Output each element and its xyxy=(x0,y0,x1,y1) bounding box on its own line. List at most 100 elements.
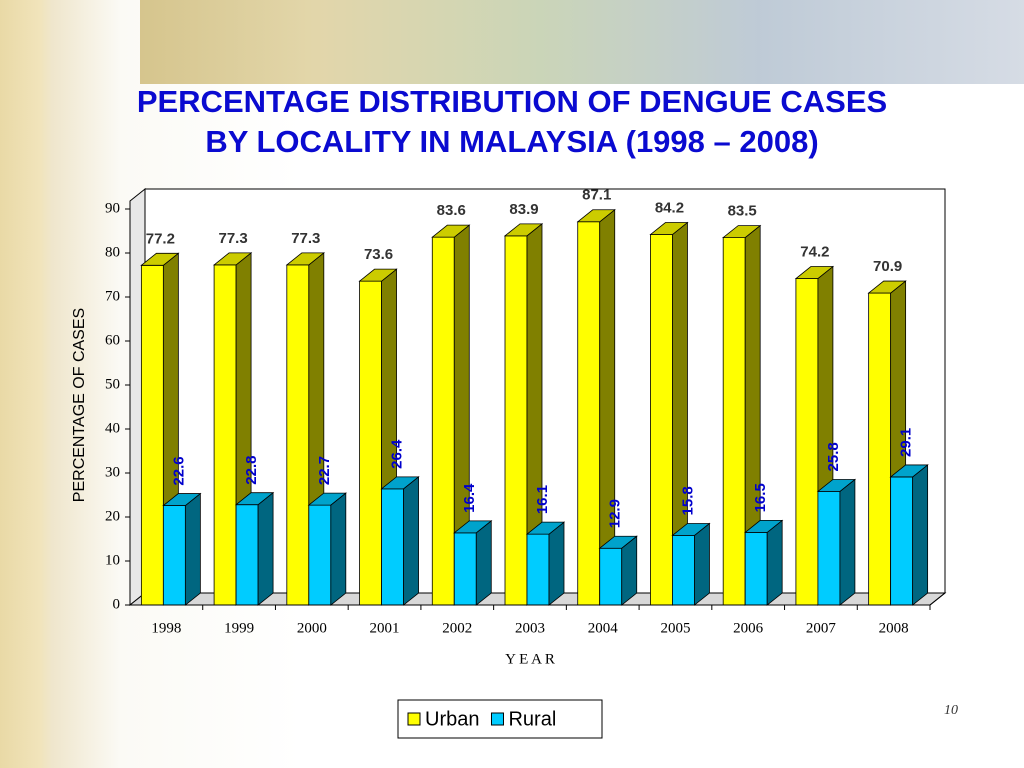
data-label: 83.5 xyxy=(728,203,757,220)
data-label: 83.9 xyxy=(509,201,538,218)
data-label: 15.8 xyxy=(679,486,696,515)
data-label: 70.9 xyxy=(873,258,902,275)
bar-front xyxy=(235,504,259,606)
data-label: 22.7 xyxy=(316,456,333,485)
data-label: 25.8 xyxy=(825,442,842,471)
bar-side xyxy=(548,521,565,606)
x-tick-label: 2006 xyxy=(733,620,764,636)
bar-front xyxy=(431,236,455,606)
x-tick-label: 2000 xyxy=(297,620,327,636)
data-label: 26.4 xyxy=(389,439,406,469)
data-label: 16.4 xyxy=(461,483,478,513)
x-tick-label: 2004 xyxy=(588,620,619,636)
data-label: 84.2 xyxy=(655,199,684,216)
legend-swatch xyxy=(490,712,504,726)
legend-label: Urban xyxy=(425,708,479,730)
bar-top xyxy=(212,252,253,266)
y-tick-label: 50 xyxy=(105,376,120,392)
x-tick-label: 2007 xyxy=(806,620,837,636)
bar-side xyxy=(184,492,201,606)
bar-top xyxy=(503,223,544,237)
x-tick-label: 2003 xyxy=(515,620,545,636)
bar-front xyxy=(650,234,673,606)
bar-front xyxy=(453,532,477,606)
y-tick-label: 80 xyxy=(105,244,120,260)
y-axis-label: PERCENTAGE OF CASES xyxy=(71,308,88,502)
y-tick-label: 20 xyxy=(105,508,120,524)
legend-label: Rural xyxy=(508,708,556,730)
bar-top xyxy=(649,222,689,235)
bar-top xyxy=(140,252,180,266)
bar-top xyxy=(162,493,202,506)
bar-top xyxy=(722,225,762,239)
bar-front xyxy=(599,547,623,606)
data-label: 77.2 xyxy=(146,230,175,247)
title-line: BY LOCALITY IN MALAYSIA (1998 – 2008) xyxy=(205,124,819,159)
bar-front xyxy=(817,491,841,606)
y-tick-label: 30 xyxy=(105,464,120,480)
bar xyxy=(162,492,202,606)
bar xyxy=(598,535,638,606)
bar-top xyxy=(453,520,493,534)
bar-top xyxy=(867,280,907,294)
bar-top xyxy=(576,209,616,223)
bar-top xyxy=(671,523,711,536)
bar-top xyxy=(358,268,398,282)
data-label: 12.9 xyxy=(607,499,624,528)
bar-top xyxy=(431,224,471,238)
data-label: 29.1 xyxy=(898,428,915,457)
bar-top xyxy=(889,464,929,478)
bar-front xyxy=(381,488,404,606)
data-label: 74.2 xyxy=(800,243,829,260)
bar-front xyxy=(140,264,164,606)
bar xyxy=(722,224,762,606)
bar-front xyxy=(526,533,550,606)
bar-top xyxy=(744,520,784,533)
data-label: 22.8 xyxy=(243,455,260,484)
bar-top xyxy=(285,252,325,266)
data-label: 83.6 xyxy=(437,202,466,219)
bar-top xyxy=(816,479,857,492)
bar-side xyxy=(475,520,492,606)
data-label: 77.3 xyxy=(291,230,320,247)
y-tick-label: 70 xyxy=(105,288,120,304)
bar-top xyxy=(598,535,638,549)
bar-front xyxy=(795,278,819,606)
bar xyxy=(576,208,616,606)
bar-side xyxy=(694,522,710,606)
page-number: 10 xyxy=(944,703,958,718)
bar-side xyxy=(257,491,274,606)
data-label: 16.1 xyxy=(534,485,551,514)
bar xyxy=(889,464,929,606)
bar-side xyxy=(766,519,783,606)
bar xyxy=(816,478,857,606)
bar-top xyxy=(794,266,835,279)
y-tick-label: 60 xyxy=(105,332,120,348)
bar-front xyxy=(577,221,601,606)
x-axis-label: Y E A R xyxy=(505,651,555,667)
bar-side xyxy=(330,492,347,606)
bar-top xyxy=(380,476,420,490)
bar-front xyxy=(213,264,237,606)
data-label: 22.6 xyxy=(170,456,187,485)
data-label: 87.1 xyxy=(582,187,611,204)
bar-side xyxy=(403,476,419,606)
bar xyxy=(234,491,275,606)
bar-front xyxy=(890,476,914,606)
bar-front xyxy=(672,535,695,606)
x-tick-label: 1998 xyxy=(151,620,181,636)
y-tick-label: 40 xyxy=(105,420,120,436)
bar-top xyxy=(234,492,275,506)
bar-front xyxy=(744,532,768,606)
data-label: 73.6 xyxy=(364,246,393,263)
bar xyxy=(671,522,711,606)
bar xyxy=(307,492,347,606)
bar-side xyxy=(839,478,856,606)
bar-front xyxy=(308,504,332,606)
bar xyxy=(649,221,689,606)
legend-swatch xyxy=(407,712,421,726)
x-tick-label: 2001 xyxy=(370,620,400,636)
bar-front xyxy=(504,235,528,606)
